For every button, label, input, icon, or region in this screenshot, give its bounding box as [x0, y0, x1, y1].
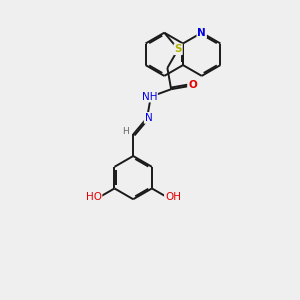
Text: N: N — [197, 28, 206, 38]
Text: H: H — [122, 127, 129, 136]
Text: OH: OH — [165, 192, 181, 203]
Text: S: S — [174, 44, 182, 54]
Text: O: O — [188, 80, 197, 91]
Text: HO: HO — [85, 192, 101, 203]
Text: NH: NH — [142, 92, 157, 102]
Text: N: N — [145, 113, 152, 123]
